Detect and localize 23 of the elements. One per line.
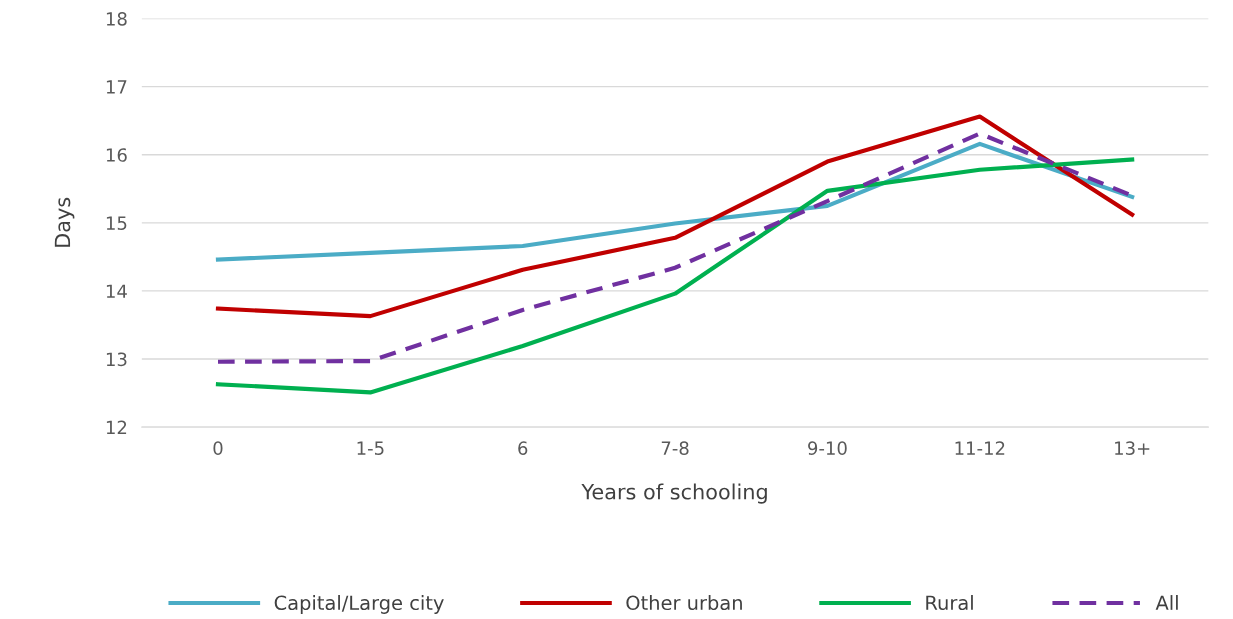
x-tick-label: 7-8 xyxy=(661,441,689,455)
x-axis-title: Years of schooling xyxy=(581,483,767,504)
line-series xyxy=(215,141,1135,262)
x-tick-label: 13+ xyxy=(1115,441,1150,455)
y-tick-label: 18 xyxy=(106,12,127,26)
line-series xyxy=(215,157,1135,395)
y-tick-label: 16 xyxy=(106,148,127,162)
x-tick-label: 0 xyxy=(213,441,223,455)
line-series xyxy=(215,114,1135,319)
y-tick-label: 17 xyxy=(106,80,127,94)
legend-label: Capital/Large city xyxy=(274,595,444,614)
x-tick-label: 1-5 xyxy=(357,441,384,455)
y-tick-label: 14 xyxy=(106,284,127,298)
y-axis-title: Days xyxy=(54,197,75,247)
x-tick-label: 9-10 xyxy=(808,441,847,455)
y-tick-label: 13 xyxy=(106,352,127,367)
legend-label: Other urban xyxy=(626,595,742,611)
y-tick-label: 15 xyxy=(106,216,127,230)
legend-label: Rural xyxy=(926,595,973,611)
legend-label: All xyxy=(1155,595,1178,610)
x-tick-label: 11-12 xyxy=(955,441,1005,455)
x-tick-label: 6 xyxy=(518,441,528,455)
y-tick-label: 12 xyxy=(106,420,127,434)
